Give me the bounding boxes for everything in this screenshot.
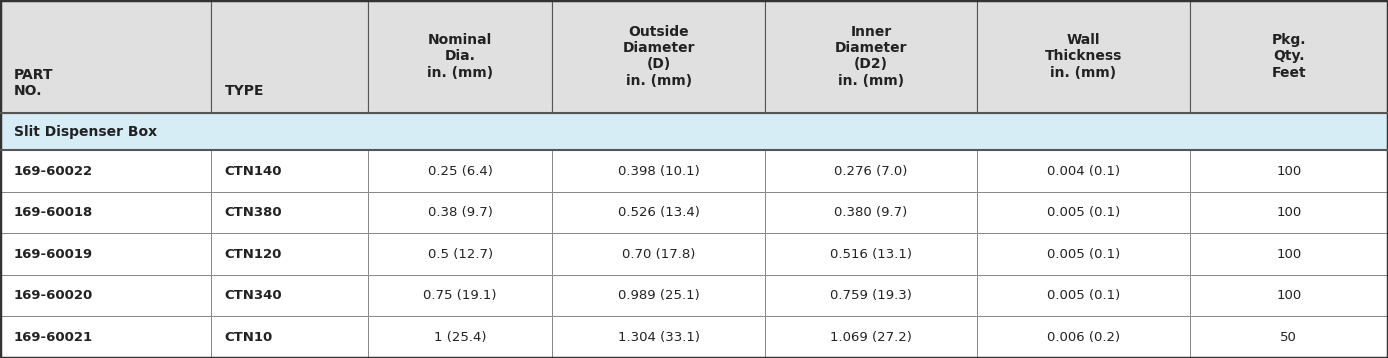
Bar — [1190, 0, 1388, 113]
Text: 0.526 (13.4): 0.526 (13.4) — [618, 206, 700, 219]
Text: 0.989 (25.1): 0.989 (25.1) — [618, 289, 700, 302]
Text: CTN140: CTN140 — [225, 165, 282, 178]
Bar — [765, 275, 977, 316]
Bar — [552, 316, 765, 358]
Bar — [211, 316, 368, 358]
Text: CTN120: CTN120 — [225, 248, 282, 261]
Bar — [1190, 316, 1388, 358]
Text: 169-60019: 169-60019 — [14, 248, 93, 261]
Text: Outside
Diameter
(D)
in. (mm): Outside Diameter (D) in. (mm) — [622, 25, 695, 88]
Text: Wall
Thickness
in. (mm): Wall Thickness in. (mm) — [1045, 33, 1122, 79]
Bar — [0, 0, 211, 113]
Text: 0.005 (0.1): 0.005 (0.1) — [1047, 206, 1120, 219]
Text: 0.276 (7.0): 0.276 (7.0) — [834, 165, 908, 178]
Bar — [765, 233, 977, 275]
Text: CTN10: CTN10 — [225, 331, 273, 344]
Bar — [977, 0, 1190, 113]
Bar — [977, 192, 1190, 233]
Bar — [552, 275, 765, 316]
Bar — [0, 275, 211, 316]
Bar — [1190, 233, 1388, 275]
Text: 0.005 (0.1): 0.005 (0.1) — [1047, 248, 1120, 261]
Text: 0.380 (9.7): 0.380 (9.7) — [834, 206, 908, 219]
Bar — [977, 316, 1190, 358]
Text: Slit Dispenser Box: Slit Dispenser Box — [14, 125, 157, 139]
Bar — [765, 0, 977, 113]
Bar — [1190, 150, 1388, 192]
Bar — [211, 233, 368, 275]
Text: Pkg.
Qty.
Feet: Pkg. Qty. Feet — [1271, 33, 1306, 79]
Text: CTN380: CTN380 — [225, 206, 283, 219]
Bar — [0, 150, 211, 192]
Bar — [552, 233, 765, 275]
Bar — [368, 275, 552, 316]
Bar — [0, 233, 211, 275]
Text: 169-60021: 169-60021 — [14, 331, 93, 344]
Text: 0.398 (10.1): 0.398 (10.1) — [618, 165, 700, 178]
Bar — [368, 192, 552, 233]
Bar — [1190, 275, 1388, 316]
Bar — [765, 316, 977, 358]
Text: TYPE: TYPE — [225, 84, 264, 98]
Text: 0.004 (0.1): 0.004 (0.1) — [1047, 165, 1120, 178]
Text: 100: 100 — [1276, 206, 1302, 219]
Text: Inner
Diameter
(D2)
in. (mm): Inner Diameter (D2) in. (mm) — [834, 25, 908, 88]
Bar — [977, 150, 1190, 192]
Bar — [0, 113, 1388, 150]
Bar — [211, 275, 368, 316]
Text: 1.069 (27.2): 1.069 (27.2) — [830, 331, 912, 344]
Text: 100: 100 — [1276, 289, 1302, 302]
Bar — [1190, 192, 1388, 233]
Bar — [552, 150, 765, 192]
Bar — [368, 0, 552, 113]
Text: 50: 50 — [1280, 331, 1298, 344]
Text: Nominal
Dia.
in. (mm): Nominal Dia. in. (mm) — [428, 33, 493, 79]
Text: 0.5 (12.7): 0.5 (12.7) — [428, 248, 493, 261]
Bar — [552, 0, 765, 113]
Bar — [368, 150, 552, 192]
Text: 100: 100 — [1276, 248, 1302, 261]
Text: 169-60022: 169-60022 — [14, 165, 93, 178]
Bar — [0, 316, 211, 358]
Text: 1.304 (33.1): 1.304 (33.1) — [618, 331, 700, 344]
Text: 0.75 (19.1): 0.75 (19.1) — [423, 289, 497, 302]
Bar — [977, 233, 1190, 275]
Text: 0.38 (9.7): 0.38 (9.7) — [428, 206, 493, 219]
Text: 1 (25.4): 1 (25.4) — [434, 331, 486, 344]
Bar — [211, 192, 368, 233]
Text: 0.006 (0.2): 0.006 (0.2) — [1047, 331, 1120, 344]
Text: CTN340: CTN340 — [225, 289, 283, 302]
Text: 0.516 (13.1): 0.516 (13.1) — [830, 248, 912, 261]
Bar — [211, 150, 368, 192]
Bar — [0, 192, 211, 233]
Text: 100: 100 — [1276, 165, 1302, 178]
Text: 0.25 (6.4): 0.25 (6.4) — [428, 165, 493, 178]
Bar — [977, 275, 1190, 316]
Text: 0.005 (0.1): 0.005 (0.1) — [1047, 289, 1120, 302]
Bar — [765, 192, 977, 233]
Text: 169-60018: 169-60018 — [14, 206, 93, 219]
Text: 169-60020: 169-60020 — [14, 289, 93, 302]
Text: 0.70 (17.8): 0.70 (17.8) — [622, 248, 695, 261]
Text: PART
NO.: PART NO. — [14, 68, 53, 98]
Bar — [368, 233, 552, 275]
Bar — [368, 316, 552, 358]
Text: 0.759 (19.3): 0.759 (19.3) — [830, 289, 912, 302]
Bar — [765, 150, 977, 192]
Bar — [552, 192, 765, 233]
Bar — [211, 0, 368, 113]
